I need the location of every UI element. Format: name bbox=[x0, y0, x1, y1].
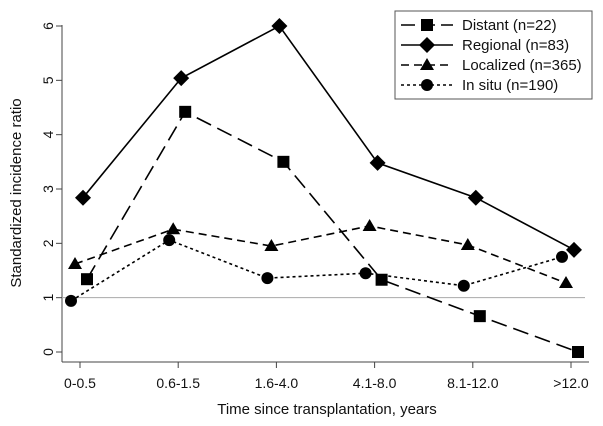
series-line bbox=[74, 225, 567, 284]
x-tick-label: 4.1-8.0 bbox=[353, 375, 397, 391]
legend-marker-square bbox=[421, 19, 433, 31]
legend-marker-circle bbox=[421, 79, 433, 91]
data-point-circle bbox=[65, 294, 77, 307]
y-tick-label: 6 bbox=[40, 22, 56, 30]
data-point-triangle bbox=[460, 237, 475, 250]
data-point-diamond bbox=[467, 189, 484, 206]
x-tick-label: >12.0 bbox=[553, 375, 589, 391]
data-point-square bbox=[572, 346, 584, 358]
legend-marker-diamond bbox=[419, 37, 435, 53]
x-tick-label: 8.1-12.0 bbox=[447, 375, 499, 391]
data-point-diamond bbox=[75, 189, 91, 206]
legend-label: In situ (n=190) bbox=[462, 77, 558, 94]
legend-label: Localized (n=365) bbox=[462, 57, 582, 74]
data-point-square bbox=[81, 273, 93, 286]
data-point-circle bbox=[261, 272, 274, 285]
y-tick-label: 5 bbox=[40, 76, 56, 84]
y-axis-title: Standardized incidence ratio bbox=[8, 98, 25, 287]
y-tick-label: 4 bbox=[40, 131, 56, 139]
series-line bbox=[82, 24, 575, 251]
y-tick-label: 2 bbox=[40, 239, 56, 247]
legend-label: Regional (n=83) bbox=[462, 37, 569, 54]
data-point-triangle bbox=[68, 256, 82, 269]
legend-label: Distant (n=22) bbox=[462, 17, 557, 34]
data-point-circle bbox=[457, 279, 470, 292]
data-point-diamond bbox=[369, 154, 386, 171]
data-point-square bbox=[277, 155, 290, 168]
legend-marker-triangle bbox=[420, 58, 434, 70]
series-line bbox=[70, 239, 563, 302]
data-point-square bbox=[375, 273, 388, 286]
data-point-triangle bbox=[264, 239, 279, 252]
x-tick-label: 0-0.5 bbox=[64, 375, 96, 391]
axes: 0 1 2 3 4 5 6 0-0.5 0.6-1.5 1.6-4.0 4.1-8.0 8.1-12.… bbox=[40, 22, 589, 391]
data-point-triangle bbox=[362, 218, 377, 231]
legend-item: Distant (n=22) bbox=[401, 17, 557, 34]
series-diamond bbox=[75, 18, 582, 258]
data-point-circle bbox=[556, 250, 568, 263]
data-point-circle bbox=[163, 234, 176, 247]
legend-item: In situ (n=190) bbox=[401, 77, 558, 94]
series-square bbox=[81, 105, 584, 358]
data-point-diamond bbox=[566, 241, 582, 258]
data-point-diamond bbox=[173, 70, 190, 87]
series-circle bbox=[65, 234, 568, 307]
y-tick-label: 3 bbox=[40, 185, 56, 193]
data-point-diamond bbox=[271, 18, 288, 34]
y-tick-label: 0 bbox=[40, 348, 56, 356]
legend-item: Regional (n=83) bbox=[401, 37, 569, 54]
series-triangle bbox=[68, 218, 573, 288]
data-point-triangle bbox=[559, 275, 573, 288]
x-tick-label: 1.6-4.0 bbox=[255, 375, 299, 391]
data-point-triangle bbox=[166, 222, 181, 235]
data-point-square bbox=[179, 105, 192, 118]
series-line bbox=[86, 110, 579, 353]
data-point-square bbox=[473, 310, 486, 323]
series-layer bbox=[65, 18, 584, 358]
legend: Distant (n=22) Regional (n=83) Localized (… bbox=[394, 10, 593, 100]
legend-item: Localized (n=365) bbox=[401, 57, 582, 74]
x-tick-label: 0.6-1.5 bbox=[156, 375, 200, 391]
x-axis-title: Time since transplantation, years bbox=[217, 401, 437, 418]
data-point-circle bbox=[359, 267, 372, 280]
y-tick-label: 1 bbox=[40, 294, 56, 302]
